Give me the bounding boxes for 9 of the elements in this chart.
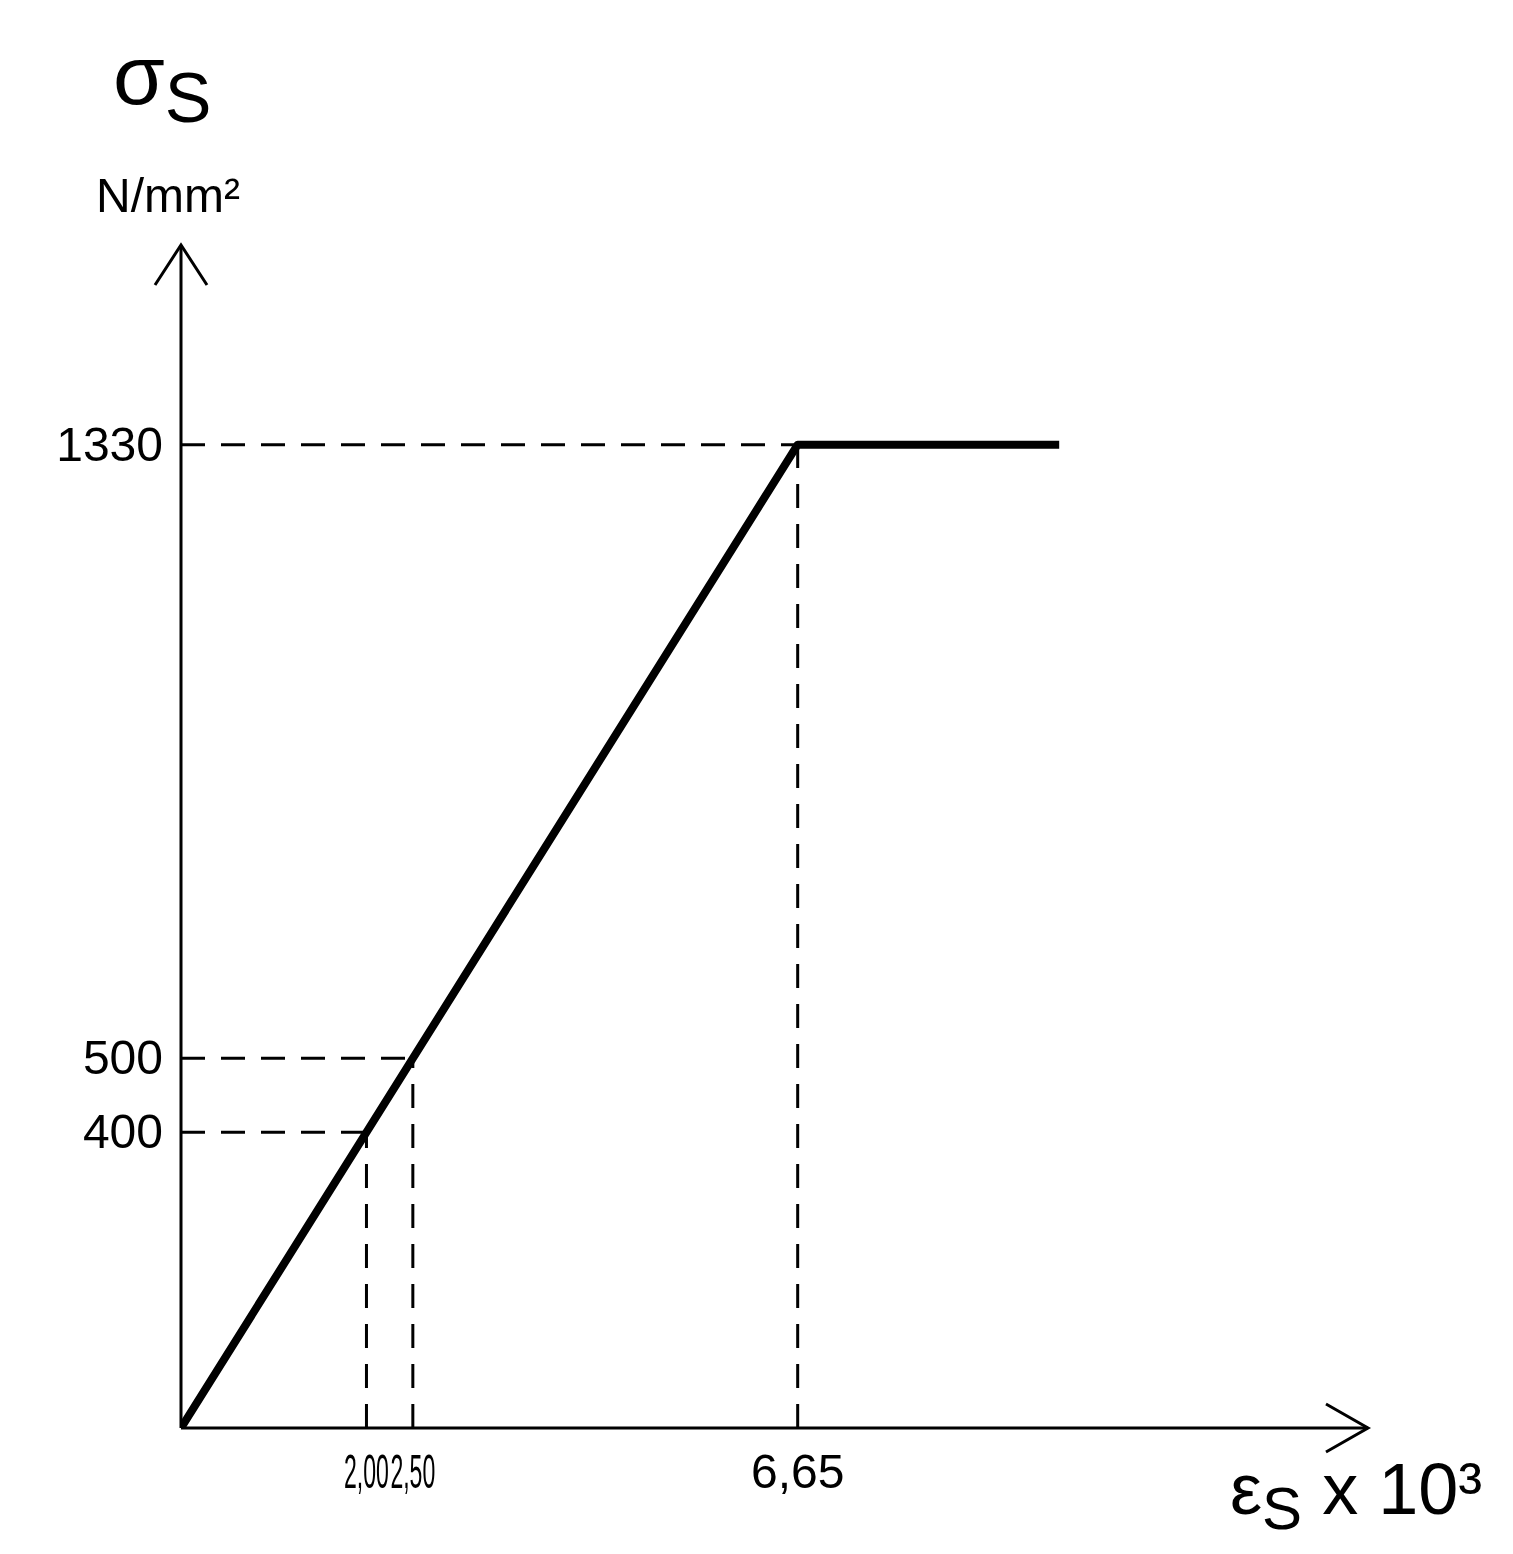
text: N/mm² (96, 168, 240, 223)
y-tick-label: 400 (82, 1105, 163, 1159)
x-tick-label: 2,00 (344, 1444, 389, 1499)
y-tick-label: 500 (82, 1031, 163, 1085)
y-tick-label: 1330 (56, 417, 163, 471)
x-axis-title: ε$_{S}$ x 10³ (1230, 1448, 1483, 1544)
y-axis-title: σ$_{S}$ (113, 28, 212, 137)
x-tick-label: 6,65 (750, 1445, 845, 1498)
x-tick-label: 2,50 (390, 1444, 436, 1499)
